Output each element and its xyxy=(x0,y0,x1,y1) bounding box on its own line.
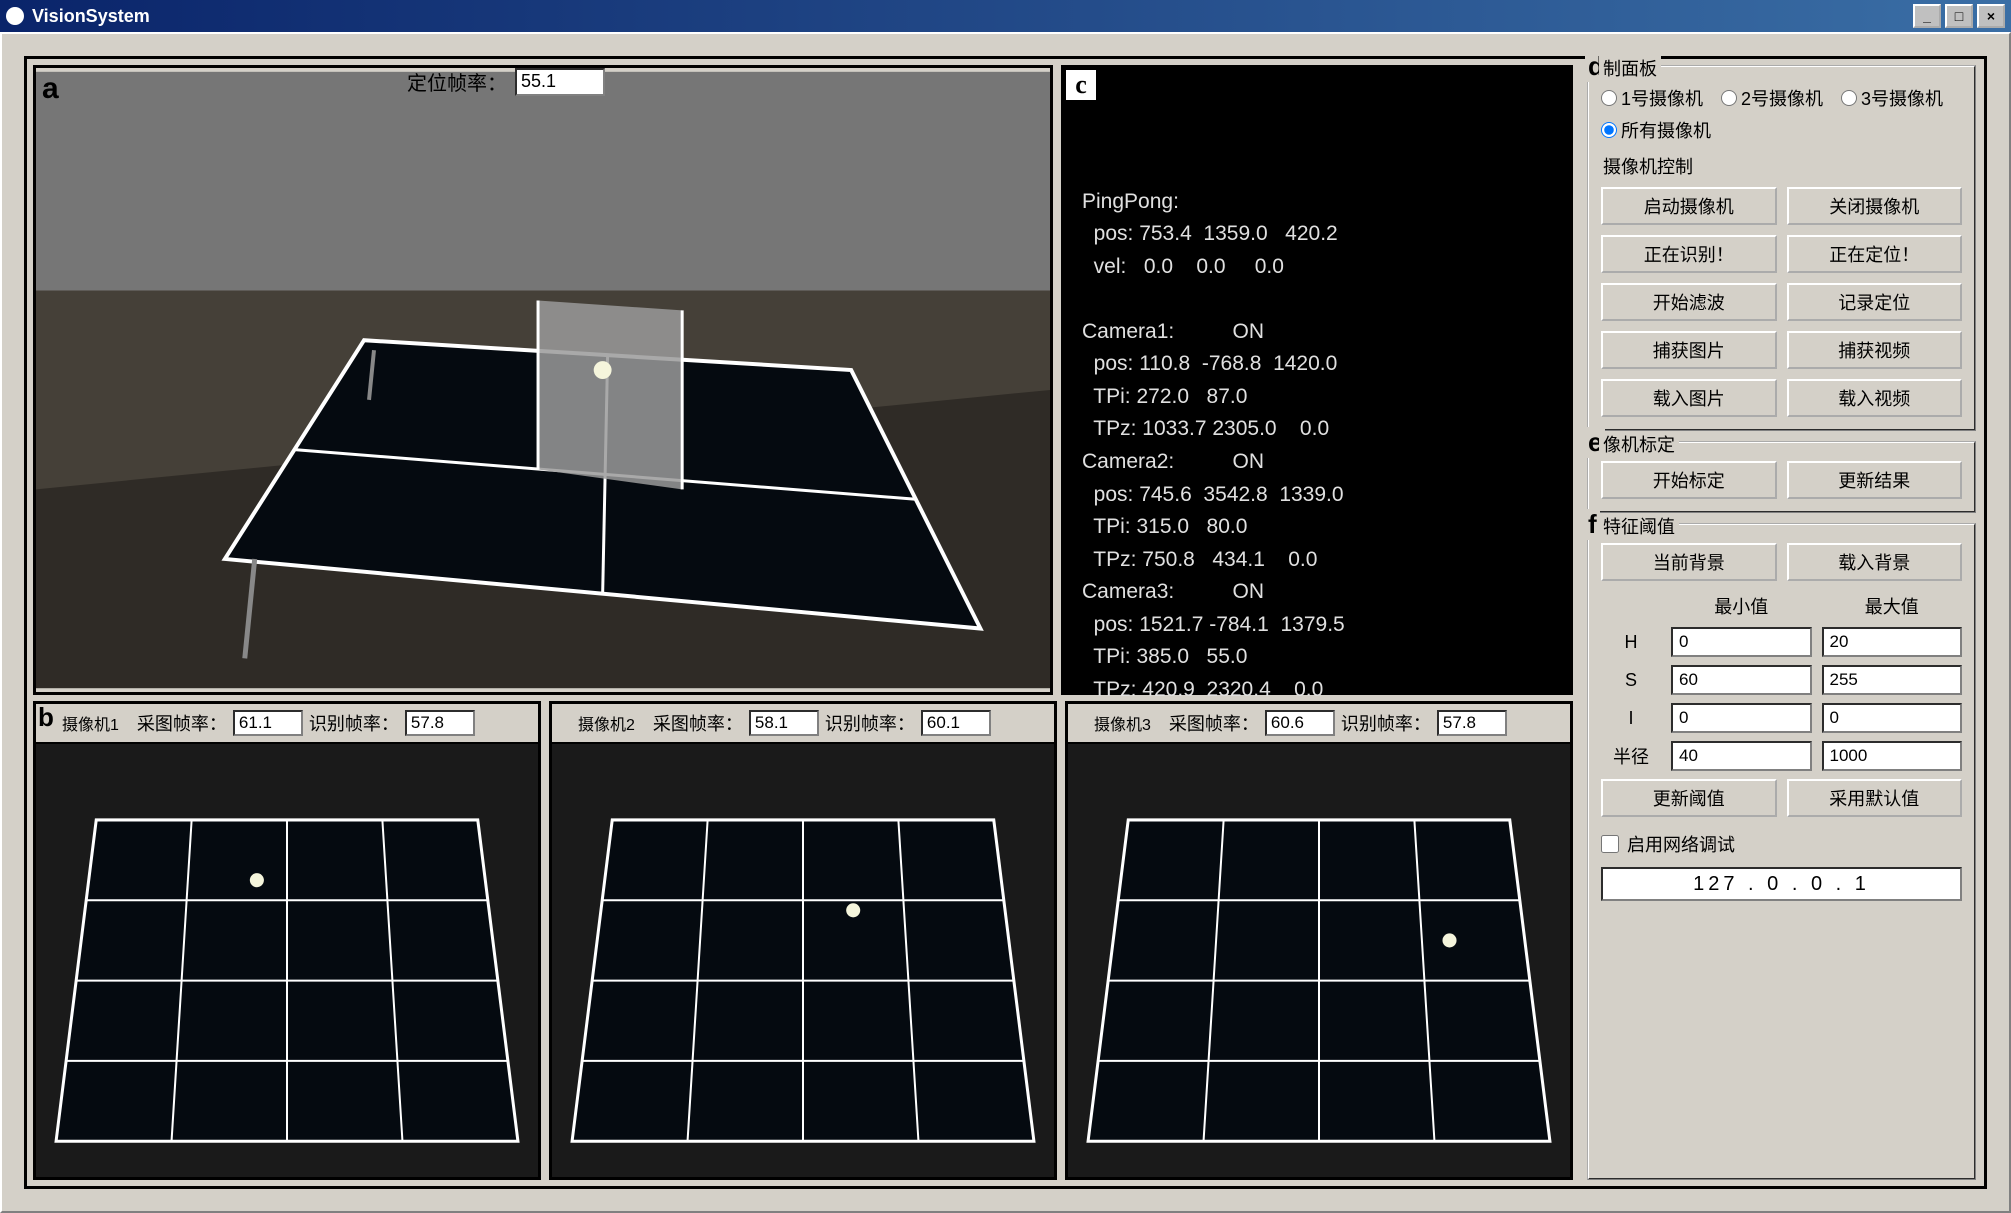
close-button[interactable]: × xyxy=(1977,4,2005,28)
control-panel-group: d 制面板 1号摄像机 2号摄像机 3号摄像机 所有摄像机 摄像机控制 启动摄像… xyxy=(1587,65,1976,431)
main-frame: 定位帧率： a xyxy=(24,56,1987,1189)
radio-cam2[interactable]: 2号摄像机 xyxy=(1721,85,1823,111)
framerate-input[interactable] xyxy=(515,68,605,96)
start-calibration-button[interactable]: 开始标定 xyxy=(1601,461,1777,499)
recog-rate-input-3[interactable] xyxy=(1437,710,1507,736)
app-icon xyxy=(6,7,24,25)
capture-rate-input-3[interactable] xyxy=(1265,710,1335,736)
camera-view-2 xyxy=(552,744,1054,1177)
camera-radio-group: 1号摄像机 2号摄像机 3号摄像机 所有摄像机 xyxy=(1601,85,1962,143)
camera-header-3: 摄像机3 采图帧率： 识别帧率： xyxy=(1068,704,1570,744)
s-max-input[interactable] xyxy=(1822,665,1963,695)
radio-cam1[interactable]: 1号摄像机 xyxy=(1601,85,1703,111)
calibration-group: e 像机标定 开始标定 更新结果 xyxy=(1587,441,1976,513)
capture-image-button[interactable]: 捕获图片 xyxy=(1601,331,1777,369)
window-titlebar: VisionSystem _ □ × xyxy=(0,0,2011,32)
current-bg-button[interactable]: 当前背景 xyxy=(1601,543,1777,581)
h-max-input[interactable] xyxy=(1822,627,1963,657)
start-filter-button[interactable]: 开始滤波 xyxy=(1601,283,1777,321)
minimize-button[interactable]: _ xyxy=(1913,4,1941,28)
load-video-button[interactable]: 载入视频 xyxy=(1787,379,1963,417)
scene-3d-svg xyxy=(36,68,1050,692)
camera-panel-1: b 摄像机1 采图帧率： 识别帧率： xyxy=(33,701,541,1180)
radius-label: 半径 xyxy=(1601,743,1661,769)
radius-max-input[interactable] xyxy=(1822,741,1963,771)
panel-3d-view: a xyxy=(33,65,1053,695)
stop-camera-button[interactable]: 关闭摄像机 xyxy=(1787,187,1963,225)
maximize-button[interactable]: □ xyxy=(1945,4,1973,28)
radio-cam3[interactable]: 3号摄像机 xyxy=(1841,85,1943,111)
section-label-b: b xyxy=(38,702,54,733)
s-label: S xyxy=(1601,670,1661,691)
max-header: 最大值 xyxy=(1822,593,1963,619)
update-result-button[interactable]: 更新结果 xyxy=(1787,461,1963,499)
camera-control-buttons: 启动摄像机 关闭摄像机 正在识别！ 正在定位！ 开始滤波 记录定位 捕获图片 捕… xyxy=(1601,187,1962,417)
framerate-label: 定位帧率： xyxy=(407,67,507,96)
camera-title-3: 摄像机3 xyxy=(1094,711,1151,735)
control-panel-title: 制面板 xyxy=(1599,55,1661,81)
capture-rate-label: 采图帧率： xyxy=(1169,710,1259,736)
capture-rate-label: 采图帧率： xyxy=(653,710,743,736)
recog-rate-input-2[interactable] xyxy=(921,710,991,736)
recog-rate-label: 识别帧率： xyxy=(825,710,915,736)
capture-rate-input-1[interactable] xyxy=(233,710,303,736)
window-body: 定位帧率： a xyxy=(0,32,2011,1213)
enable-network-checkbox[interactable] xyxy=(1601,835,1619,853)
camera-view-1 xyxy=(36,744,538,1177)
capture-rate-input-2[interactable] xyxy=(749,710,819,736)
threshold-group: f 特征阈值 当前背景 载入背景 最小值 最大值 H S xyxy=(1587,523,1976,1180)
camera-view-3 xyxy=(1068,744,1570,1177)
camera-panel-2: 摄像机2 采图帧率： 识别帧率： xyxy=(549,701,1057,1180)
capture-video-button[interactable]: 捕获视频 xyxy=(1787,331,1963,369)
camera-title-1: 摄像机1 xyxy=(62,711,119,735)
calibration-title: 像机标定 xyxy=(1599,431,1679,457)
console-text: PingPong: pos: 753.4 1359.0 420.2 vel: 0… xyxy=(1082,186,1552,707)
i-max-input[interactable] xyxy=(1822,703,1963,733)
enable-network-label: 启用网络调试 xyxy=(1627,831,1735,857)
load-image-button[interactable]: 载入图片 xyxy=(1601,379,1777,417)
section-label-c: c xyxy=(1064,68,1098,102)
i-min-input[interactable] xyxy=(1671,703,1812,733)
framerate-bar: 定位帧率： xyxy=(407,67,605,96)
camera-header-1: b 摄像机1 采图帧率： 识别帧率： xyxy=(36,704,538,744)
ip-address-field[interactable]: 127 . 0 . 0 . 1 xyxy=(1601,867,1962,901)
camera-header-2: 摄像机2 采图帧率： 识别帧率： xyxy=(552,704,1054,744)
h-label: H xyxy=(1601,632,1661,653)
recog-rate-label: 识别帧率： xyxy=(1341,710,1431,736)
camera-row: b 摄像机1 采图帧率： 识别帧率： 摄像机2 采图帧率： xyxy=(33,701,1573,1180)
top-row: a xyxy=(33,65,1573,695)
right-sidebar: d 制面板 1号摄像机 2号摄像机 3号摄像机 所有摄像机 摄像机控制 启动摄像… xyxy=(1579,59,1984,1186)
radius-min-input[interactable] xyxy=(1671,741,1812,771)
recog-rate-input-1[interactable] xyxy=(405,710,475,736)
locating-button[interactable]: 正在定位！ xyxy=(1787,235,1963,273)
panel-text-console: c PingPong: pos: 753.4 1359.0 420.2 vel:… xyxy=(1061,65,1573,695)
h-min-input[interactable] xyxy=(1671,627,1812,657)
radio-allcam[interactable]: 所有摄像机 xyxy=(1601,117,1711,143)
left-column: a xyxy=(27,59,1579,1186)
recog-rate-label: 识别帧率： xyxy=(309,710,399,736)
i-label: I xyxy=(1601,708,1661,729)
record-locate-button[interactable]: 记录定位 xyxy=(1787,283,1963,321)
capture-rate-label: 采图帧率： xyxy=(137,710,227,736)
s-min-input[interactable] xyxy=(1671,665,1812,695)
load-bg-button[interactable]: 载入背景 xyxy=(1787,543,1963,581)
min-header: 最小值 xyxy=(1671,593,1812,619)
start-camera-button[interactable]: 启动摄像机 xyxy=(1601,187,1777,225)
camera-panel-3: 摄像机3 采图帧率： 识别帧率： xyxy=(1065,701,1573,1180)
threshold-title: 特征阈值 xyxy=(1599,513,1679,539)
window-title: VisionSystem xyxy=(32,6,150,27)
section-label-f: f xyxy=(1585,509,1600,540)
camera-title-2: 摄像机2 xyxy=(578,711,635,735)
update-threshold-button[interactable]: 更新阈值 xyxy=(1601,779,1777,817)
section-label-a: a xyxy=(42,72,59,106)
recognizing-button[interactable]: 正在识别！ xyxy=(1601,235,1777,273)
camera-control-title: 摄像机控制 xyxy=(1603,153,1962,179)
default-threshold-button[interactable]: 采用默认值 xyxy=(1787,779,1963,817)
